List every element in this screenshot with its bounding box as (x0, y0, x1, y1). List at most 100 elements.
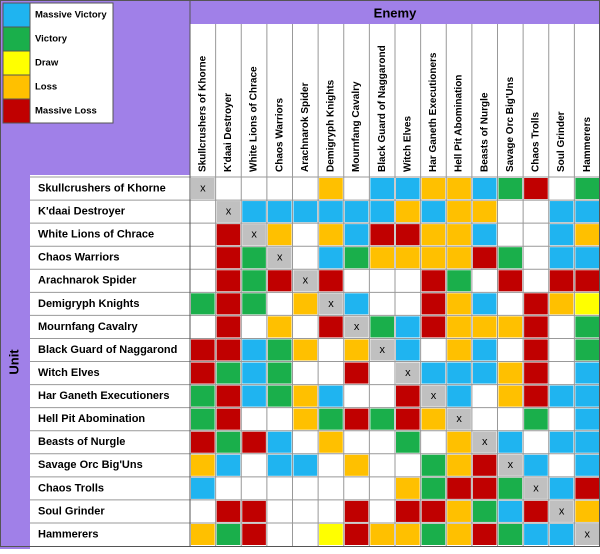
row-label: Soul Grinder (38, 505, 105, 517)
result-cell (216, 247, 241, 269)
result-cell (216, 270, 241, 292)
result-cell (242, 523, 266, 545)
result-cell (549, 247, 574, 269)
result-cell (524, 293, 548, 315)
result-cell (319, 224, 343, 246)
diagonal-cell (319, 293, 343, 315)
result-cell (216, 385, 241, 407)
result-cell (575, 477, 599, 499)
result-cell (498, 178, 523, 200)
result-cell (447, 339, 471, 361)
column-label: Arachnarok Spider (300, 82, 311, 172)
result-cell (191, 523, 215, 545)
row-label: Chaos Trolls (38, 482, 104, 494)
result-cell (421, 500, 446, 522)
result-cell (447, 201, 471, 223)
result-cell (421, 477, 446, 499)
result-cell (447, 477, 471, 499)
result-cell (293, 201, 318, 223)
diagonal-mark: x (200, 182, 206, 194)
result-cell (191, 339, 215, 361)
result-cell (421, 454, 446, 476)
result-cell (575, 178, 599, 200)
column-label: Chaos Warriors (274, 97, 285, 172)
result-cell (191, 293, 215, 315)
result-cell (472, 339, 497, 361)
result-cell (472, 201, 497, 223)
result-cell (267, 431, 292, 453)
result-cell (549, 201, 574, 223)
result-cell (216, 362, 241, 384)
column-label: Hammerers (582, 117, 593, 172)
diagonal-mark: x (559, 505, 565, 517)
result-cell (216, 293, 241, 315)
diagonal-mark: x (277, 252, 283, 264)
legend-swatch (2, 26, 31, 52)
row-label: Savage Orc Big'Uns (38, 459, 143, 471)
result-cell (524, 454, 548, 476)
result-cell (319, 316, 343, 338)
legend-swatch (2, 74, 31, 100)
legend-label: Draw (35, 58, 59, 69)
result-cell (319, 408, 343, 430)
result-cell (396, 339, 420, 361)
result-cell (396, 224, 420, 246)
result-cell (216, 339, 241, 361)
diagonal-mark: x (328, 298, 334, 310)
result-cell (191, 385, 215, 407)
diagonal-mark: x (226, 206, 232, 218)
result-cell (472, 454, 497, 476)
result-cell (421, 293, 446, 315)
row-label: White Lions of Chrace (38, 229, 154, 241)
result-cell (344, 224, 369, 246)
result-cell (319, 523, 343, 545)
result-cell (575, 339, 599, 361)
result-cell (319, 178, 343, 200)
diagonal-cell (344, 316, 369, 338)
result-cell (267, 201, 292, 223)
result-cell (498, 523, 523, 545)
result-cell (242, 201, 266, 223)
row-label: Mournfang Cavalry (38, 321, 139, 333)
result-cell (472, 316, 497, 338)
result-cell (370, 178, 394, 200)
diagonal-cell (421, 385, 446, 407)
result-cell (498, 270, 523, 292)
result-cell (575, 224, 599, 246)
result-cell (421, 270, 446, 292)
diagonal-mark: x (584, 528, 590, 540)
result-cell (472, 178, 497, 200)
diagonal-mark: x (405, 367, 411, 379)
diagonal-cell (216, 201, 241, 223)
row-label: Black Guard of Naggarond (38, 344, 177, 356)
result-cell (421, 178, 446, 200)
diagonal-mark: x (354, 321, 360, 333)
result-cell (319, 201, 343, 223)
result-cell (370, 316, 394, 338)
result-cell (396, 523, 420, 545)
result-cell (344, 523, 369, 545)
result-cell (447, 247, 471, 269)
enemy-header: Enemy (374, 5, 417, 20)
result-cell (396, 500, 420, 522)
enemy-header-bg (190, 0, 600, 24)
result-cell (267, 362, 292, 384)
result-cell (421, 247, 446, 269)
result-cell (575, 500, 599, 522)
row-label: K'daai Destroyer (38, 206, 126, 218)
result-cell (396, 316, 420, 338)
result-cell (549, 431, 574, 453)
result-cell (191, 454, 215, 476)
row-label: Chaos Warriors (38, 252, 120, 264)
diagonal-cell (267, 247, 292, 269)
result-cell (524, 408, 548, 430)
result-cell (575, 385, 599, 407)
column-label: White Lions of Chrace (249, 66, 260, 172)
diagonal-cell (242, 224, 266, 246)
result-cell (242, 247, 266, 269)
column-label: Black Guard of Naggarond (377, 45, 388, 172)
result-cell (524, 362, 548, 384)
result-cell (370, 224, 394, 246)
result-cell (524, 316, 548, 338)
diagonal-cell (370, 339, 394, 361)
